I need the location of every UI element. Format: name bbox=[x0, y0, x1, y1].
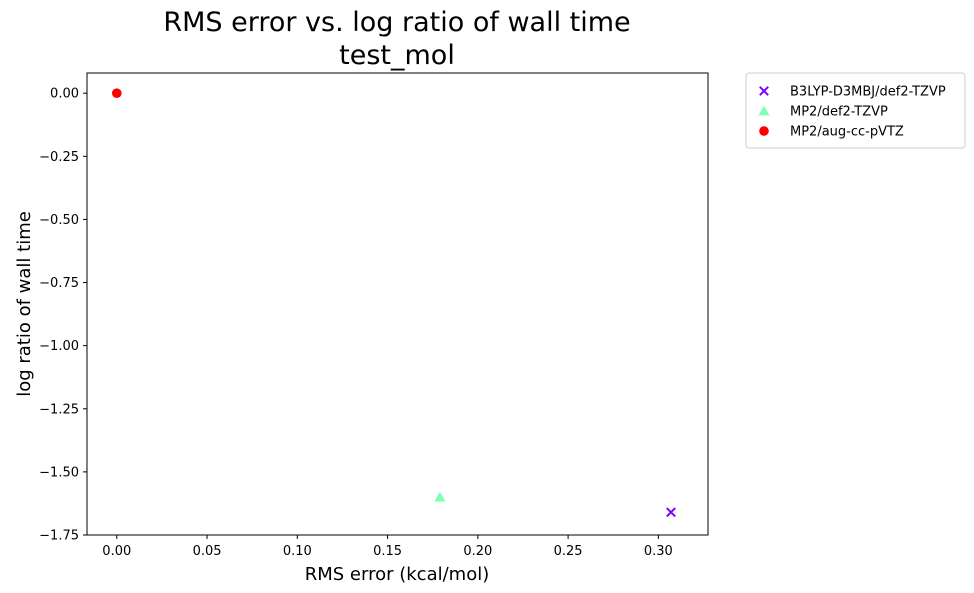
legend: B3LYP-D3MBJ/def2-TZVP MP2/def2-TZVP MP2/au… bbox=[745, 72, 966, 149]
x-axis-label: RMS error (kcal/mol) bbox=[305, 564, 490, 585]
data-point bbox=[666, 507, 676, 518]
x-tick-label: 0.10 bbox=[283, 544, 312, 559]
x-tick-label: 0.20 bbox=[463, 544, 492, 559]
data-points bbox=[111, 88, 676, 518]
x-tick-label: 0.05 bbox=[193, 544, 222, 559]
y-tick-label: −1.25 bbox=[39, 402, 79, 417]
y-tick-label: −1.00 bbox=[39, 339, 79, 354]
legend-marker bbox=[758, 105, 770, 116]
legend-marker bbox=[759, 126, 769, 136]
y-tick-label: −0.25 bbox=[39, 150, 79, 165]
legend-label: MP2/aug-cc-pVTZ bbox=[790, 125, 904, 140]
legend-marker bbox=[759, 86, 769, 96]
y-tick-label: 0.00 bbox=[50, 87, 79, 102]
legend-label: MP2/def2-TZVP bbox=[790, 105, 888, 120]
plot-frame bbox=[86, 72, 709, 536]
chart-title: RMS error vs. log ratio of wall time bbox=[163, 7, 630, 38]
x-tick-label: 0.00 bbox=[102, 544, 131, 559]
data-point bbox=[111, 88, 122, 98]
y-axis: 0.00 −0.25 −0.50 −0.75 −1.00 −1.25 −1.50 −1.75 bbox=[39, 87, 87, 544]
x-tick-label: 0.25 bbox=[554, 544, 583, 559]
y-tick-label: −1.75 bbox=[39, 529, 79, 544]
y-tick-label: −0.50 bbox=[39, 213, 79, 228]
y-tick-label: −1.50 bbox=[39, 465, 79, 480]
x-tick-label: 0.30 bbox=[644, 544, 673, 559]
x-axis: 0.00 0.05 0.10 0.15 0.20 0.25 0.30 bbox=[102, 535, 673, 559]
legend-label: B3LYP-D3MBJ/def2-TZVP bbox=[790, 85, 946, 100]
legend-frame bbox=[745, 72, 966, 149]
plot-area bbox=[86, 72, 709, 536]
y-axis-label: log ratio of wall time bbox=[14, 211, 35, 397]
y-tick-label: −0.75 bbox=[39, 276, 79, 291]
chart-subtitle: test_mol bbox=[339, 40, 455, 71]
x-tick-label: 0.15 bbox=[373, 544, 402, 559]
data-point bbox=[434, 491, 446, 502]
